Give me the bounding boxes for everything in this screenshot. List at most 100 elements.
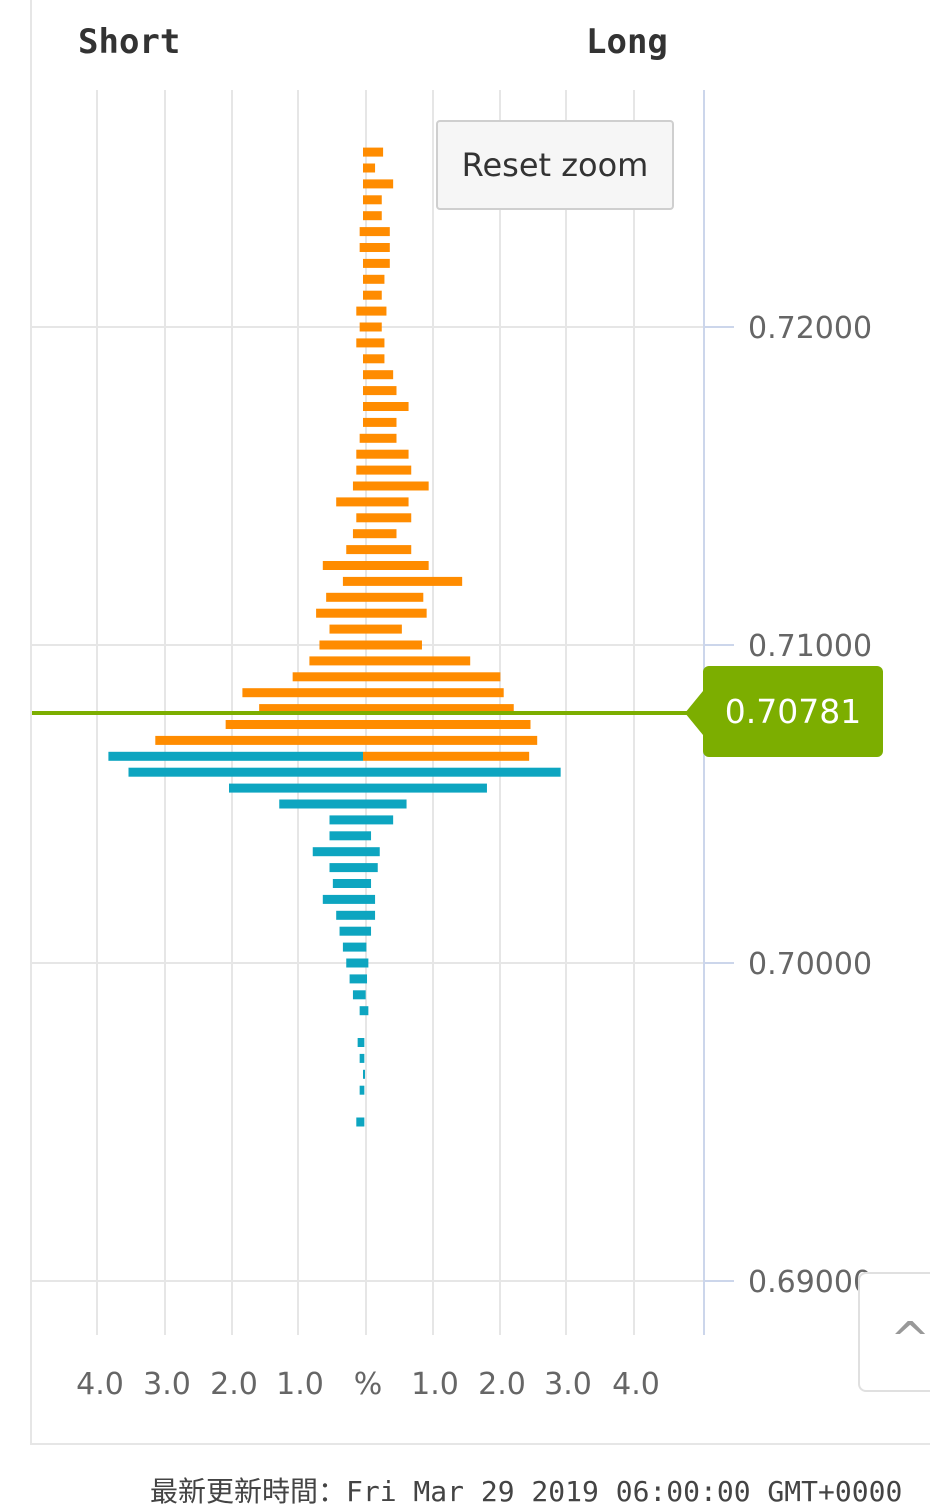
short-side-blue-bar (339, 926, 363, 936)
short-side-orange-bar (359, 243, 363, 252)
short-side-orange-bar (242, 688, 363, 698)
short-side-orange-bar (346, 545, 363, 555)
short-side-blue-bar (322, 894, 363, 904)
long-side-orange-bar (363, 386, 397, 396)
scroll-to-top-button[interactable]: ^ (858, 1272, 930, 1392)
y-tick-label: 0.70000 (748, 947, 872, 982)
long-side-blue-bar (363, 1069, 366, 1079)
x-tick-label: 2.0 (210, 1367, 258, 1402)
short-side-orange-bar (322, 561, 363, 570)
short-side-orange-bar (155, 735, 363, 745)
long-side-blue-bar (363, 783, 487, 793)
long-side-orange-bar (363, 433, 397, 443)
short-side-orange-bar (292, 672, 363, 682)
short-side-blue-bar (329, 863, 363, 873)
long-side-orange-bar (363, 720, 531, 729)
long-side-orange-bar (363, 465, 412, 475)
short-side-orange-bar (356, 449, 363, 459)
short-side-blue-bar (128, 767, 363, 777)
x-tick-label: 4.0 (76, 1367, 124, 1402)
short-side-blue-bar (312, 847, 363, 857)
y-tick-label: 0.71000 (748, 629, 872, 664)
long-side-orange-bar (363, 449, 409, 459)
short-side-orange-bar (259, 704, 363, 714)
short-side-blue-bar (108, 751, 364, 761)
short-side-blue-bar (359, 1053, 363, 1063)
price-marker-arrow (685, 691, 703, 735)
long-side-orange-bar (363, 513, 412, 523)
short-side-orange-bar (356, 513, 363, 523)
short-side-orange-bar (359, 227, 363, 237)
long-side-blue-bar (363, 1053, 365, 1063)
short-side-orange-bar (326, 592, 363, 602)
short-side-orange-bar (356, 338, 363, 348)
short-side-blue-bar (342, 942, 363, 952)
short-side-blue-bar (356, 1117, 363, 1127)
x-tick-label: % (354, 1367, 383, 1402)
long-side-orange-bar (363, 735, 538, 745)
short-side-blue-bar (332, 879, 363, 888)
long-side-blue-bar (363, 847, 380, 857)
long-side-blue-bar (363, 831, 372, 841)
long-side-blue-bar (363, 894, 376, 904)
short-side-orange-bar (225, 720, 363, 729)
short-side-orange-bar (359, 322, 363, 332)
long-side-orange-bar (363, 672, 501, 682)
x-tick-label: 1.0 (276, 1367, 324, 1402)
long-side-blue-bar (363, 1038, 365, 1047)
x-tick-label: 1.0 (411, 1367, 459, 1402)
long-side-orange-bar (363, 227, 390, 237)
short-side-orange-bar (316, 608, 363, 618)
x-tick-label: 3.0 (544, 1367, 592, 1402)
long-side-blue-bar (363, 799, 407, 809)
short-side-orange-bar (352, 529, 363, 539)
long-side-blue-bar (363, 926, 372, 936)
short-side-blue-bar (329, 815, 363, 825)
long-side-blue-bar (363, 958, 369, 968)
short-side-orange-bar (309, 656, 363, 666)
short-side-orange-bar (336, 497, 363, 507)
long-side-blue-bar (363, 1006, 369, 1016)
short-side-blue-bar (346, 958, 363, 968)
long-side-blue-bar (363, 879, 372, 888)
short-side-blue-bar (357, 1038, 363, 1047)
short-side-orange-bar (356, 465, 363, 475)
x-tick-label: 3.0 (143, 1367, 191, 1402)
long-side-orange-bar (363, 147, 384, 157)
long-side-blue-bar (363, 863, 378, 873)
long-side-orange-bar (363, 545, 412, 555)
long-side-orange-bar (363, 354, 385, 364)
long-side-orange-bar (363, 688, 504, 698)
long-side-orange-bar (363, 322, 382, 332)
long-side-blue-bar (363, 1117, 365, 1127)
short-side-blue-bar (359, 1085, 363, 1095)
short-side-blue-bar (349, 974, 363, 984)
last-updated-note: 最新更新時間：Fri Mar 29 2019 06:00:00 GMT+0000 (150, 1475, 903, 1508)
long-side-orange-bar (363, 258, 390, 268)
long-side-orange-bar (363, 274, 385, 284)
long-side-orange-bar (363, 704, 514, 714)
short-side-orange-bar (359, 433, 363, 443)
long-side-orange-bar (363, 402, 409, 411)
long-side-orange-bar (363, 561, 429, 570)
short-side-blue-bar (336, 910, 363, 920)
long-label: Long (586, 22, 668, 62)
long-side-orange-bar (363, 751, 530, 761)
reset-zoom-button[interactable]: Reset zoom (436, 120, 674, 210)
long-side-orange-bar (363, 592, 424, 602)
long-side-orange-bar (363, 576, 463, 586)
long-side-blue-bar (363, 1085, 365, 1095)
long-side-blue-bar (363, 974, 368, 984)
long-side-orange-bar (363, 481, 429, 491)
long-side-orange-bar (363, 211, 382, 221)
long-side-orange-bar (363, 640, 422, 650)
short-label: Short (78, 22, 181, 62)
long-side-orange-bar (363, 624, 402, 634)
x-tick-label: 2.0 (478, 1367, 526, 1402)
short-side-blue-bar (329, 831, 363, 841)
long-side-orange-bar (363, 656, 471, 666)
long-side-blue-bar (363, 910, 376, 920)
short-side-blue-bar (229, 783, 363, 793)
long-side-orange-bar (363, 497, 409, 507)
long-side-orange-bar (363, 163, 376, 173)
